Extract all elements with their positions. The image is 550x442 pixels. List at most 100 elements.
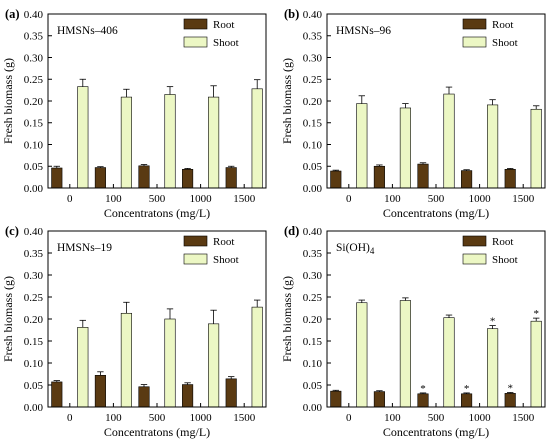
plot-frame xyxy=(47,230,267,408)
y-tick-label: 0.05 xyxy=(24,161,44,173)
y-tick-label: 0.05 xyxy=(24,380,44,392)
legend-shoot-label: Shoot xyxy=(213,37,239,49)
y-tick-label: 0.00 xyxy=(24,183,44,195)
plot-frame xyxy=(326,13,546,189)
y-tick-label: 0.10 xyxy=(24,358,44,370)
legend-shoot-swatch xyxy=(183,36,208,48)
y-tick-label: 0.15 xyxy=(24,336,44,348)
shoot-bar xyxy=(208,323,220,408)
shoot-bar xyxy=(443,93,455,189)
shoot-bar xyxy=(443,317,455,408)
y-tick-label: 0.30 xyxy=(303,270,323,282)
x-tick-label: 0 xyxy=(67,193,73,205)
y-tick-label: 0.25 xyxy=(303,292,323,304)
x-tick-label: 500 xyxy=(149,193,166,205)
y-tick-label: 0.05 xyxy=(303,380,323,392)
legend-root-swatch xyxy=(183,18,208,30)
inset-title-text: HMSNs–96 xyxy=(336,25,391,37)
y-tick-label: 0.35 xyxy=(303,31,323,43)
y-tick-label: 0.40 xyxy=(303,226,323,238)
root-bar xyxy=(51,167,63,189)
root-bar xyxy=(94,375,106,408)
y-axis-title: Fresh biomass (g) xyxy=(1,276,15,362)
root-bar xyxy=(330,170,342,189)
legend-root-swatch xyxy=(462,235,487,247)
shoot-bar xyxy=(120,312,132,408)
x-tick-label: 0 xyxy=(346,193,352,205)
root-bar xyxy=(504,393,516,408)
inset-title: HMSNs–19 xyxy=(57,242,112,254)
root-bar xyxy=(225,167,237,189)
y-tick-label: 0.05 xyxy=(303,161,323,173)
root-bar xyxy=(138,165,150,189)
significance-mark: * xyxy=(490,316,496,328)
legend-root-label: Root xyxy=(213,19,234,31)
x-tick-label: 100 xyxy=(384,193,401,205)
y-tick-label: 0.00 xyxy=(303,183,323,195)
shoot-bar xyxy=(530,108,542,189)
root-bar xyxy=(51,381,63,408)
x-tick-label: 0 xyxy=(67,412,73,424)
y-tick-label: 0.20 xyxy=(303,314,323,326)
root-bar xyxy=(225,378,237,408)
y-tick-label: 0.20 xyxy=(24,96,44,108)
y-axis-title: Fresh biomass (g) xyxy=(280,58,294,144)
x-tick-label: 500 xyxy=(149,412,166,424)
inset-title: Si(OH)4 xyxy=(336,242,375,256)
panel-label: (d) xyxy=(284,224,299,238)
inset-title: HMSNs–96 xyxy=(336,25,391,37)
legend-root-label: Root xyxy=(492,236,513,248)
x-tick-label: 1000 xyxy=(469,412,492,424)
y-tick-label: 0.15 xyxy=(303,336,323,348)
y-tick-label: 0.25 xyxy=(24,74,44,86)
y-tick-label: 0.00 xyxy=(24,402,44,414)
x-tick-label: 1500 xyxy=(233,412,256,424)
root-bar xyxy=(94,167,106,189)
x-axis-title: Concentratons (mg/L) xyxy=(104,425,210,439)
x-tick-label: 100 xyxy=(105,193,122,205)
y-tick-label: 0.15 xyxy=(303,118,323,130)
y-tick-label: 0.30 xyxy=(24,52,44,64)
inset-title-text: HMSNs–406 xyxy=(57,25,118,37)
y-tick-label: 0.40 xyxy=(24,9,44,21)
y-tick-label: 0.35 xyxy=(24,248,44,260)
y-tick-label: 0.40 xyxy=(24,226,44,238)
shoot-bar xyxy=(77,86,89,189)
shoot-bar xyxy=(251,88,263,189)
x-tick-label: 1500 xyxy=(512,412,535,424)
root-bar xyxy=(417,393,429,408)
y-tick-label: 0.20 xyxy=(24,314,44,326)
inset-title-text: Si(OH) xyxy=(336,242,370,254)
x-tick-label: 1000 xyxy=(190,193,213,205)
x-axis-title: Concentratons (mg/L) xyxy=(383,206,489,220)
significance-mark: * xyxy=(420,383,426,395)
y-tick-label: 0.35 xyxy=(24,31,44,43)
x-axis-title: Concentratons (mg/L) xyxy=(104,206,210,220)
panel-2: 0.00 0.05 0.10 0.15 0.20 0.25 0.30 0.35 0.40 0 100… xyxy=(280,7,546,220)
x-axis-title: Concentratons (mg/L) xyxy=(383,425,489,439)
significance-mark: * xyxy=(464,383,470,395)
x-tick-label: 1000 xyxy=(190,412,213,424)
x-tick-label: 1500 xyxy=(512,193,535,205)
root-bar xyxy=(417,163,429,189)
legend-shoot-swatch xyxy=(462,253,487,265)
y-tick-label: 0.10 xyxy=(303,139,323,151)
root-bar xyxy=(504,168,516,189)
legend-shoot-label: Shoot xyxy=(492,254,518,266)
shoot-bar xyxy=(399,300,411,408)
significance-mark: * xyxy=(533,308,539,320)
legend-shoot-label: Shoot xyxy=(213,254,239,266)
shoot-bar xyxy=(356,103,368,189)
root-bar xyxy=(182,384,194,408)
shoot-bar xyxy=(120,96,132,189)
y-tick-label: 0.10 xyxy=(303,358,323,370)
y-tick-label: 0.30 xyxy=(24,270,44,282)
root-bar xyxy=(182,168,194,189)
y-tick-label: 0.15 xyxy=(24,118,44,130)
y-tick-label: 0.20 xyxy=(303,96,323,108)
shoot-bar xyxy=(164,94,176,189)
y-tick-label: 0.25 xyxy=(24,292,44,304)
y-tick-label: 0.35 xyxy=(303,248,323,260)
x-tick-label: 1500 xyxy=(233,193,256,205)
